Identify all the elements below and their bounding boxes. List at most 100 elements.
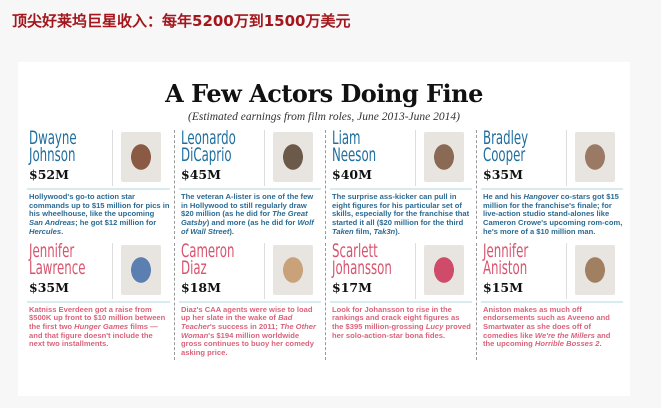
first-name: Jennifer — [29, 239, 75, 262]
desc-segment: Hercules — [29, 226, 62, 236]
actor-header: Dwayne Johnson $52M — [23, 127, 174, 186]
desc-segment: ; he got $12 million for — [75, 218, 157, 228]
actor-description: Diaz's CAA agents were wise to load up h… — [181, 304, 321, 358]
earnings: $15M — [483, 279, 523, 295]
actor-description: Aniston makes as much off endorsements s… — [483, 304, 623, 350]
desc-segment: Aniston makes as much off endorsements s… — [483, 304, 610, 340]
actor-header: Jennifer Aniston $15M — [477, 239, 627, 299]
actor-name: Liam Neeson — [332, 127, 413, 166]
separator — [566, 242, 567, 299]
actor-photo — [121, 244, 161, 295]
divider-line — [27, 300, 170, 303]
first-name: Scarlett — [332, 239, 378, 262]
actor-name: Bradley Cooper — [483, 129, 564, 166]
desc-segment: ) and more (as he did for — [206, 218, 298, 228]
desc-segment: Hangover — [523, 192, 559, 201]
actor-header: Liam Neeson $40M — [326, 127, 476, 186]
earnings: $18M — [181, 279, 221, 295]
actor-entry: Dwayne Johnson $52M Hollywood's go-to act… — [23, 127, 174, 239]
desc-segment: . — [599, 339, 602, 349]
desc-segment: We're the Millers — [534, 330, 595, 340]
desc-segment: The surprise ass-kicker can pull in eigh… — [332, 192, 470, 228]
actor-name: Leonardo DiCaprio — [181, 129, 262, 166]
last-name: Lawrence — [29, 256, 86, 279]
desc-segment: Hollywood's go-to action star commands u… — [29, 192, 170, 219]
article-card: A Few Actors Doing Fine (Estimated earni… — [18, 62, 630, 396]
actor-name: Jennifer Lawrence — [29, 239, 110, 279]
actor-entry: Scarlett Johansson $17M Look for Johansso… — [325, 239, 476, 360]
divider-line — [179, 188, 321, 190]
desc-segment: ). — [395, 226, 400, 236]
desc-segment: and the upcoming — [483, 330, 611, 349]
first-name: Liam — [332, 127, 361, 149]
desc-segment: film, — [353, 226, 374, 236]
desc-segment: Taken — [332, 226, 354, 236]
separator — [415, 242, 416, 299]
desc-segment: The Great Gatsby — [181, 209, 308, 228]
actor-description: Look for Johansson to rise in the rankin… — [332, 304, 472, 341]
divider-line — [330, 300, 472, 303]
separator — [264, 130, 265, 186]
separator — [264, 242, 265, 299]
actor-entry: Leonardo DiCaprio $45M The veteran A-list… — [174, 129, 325, 239]
actor-photo — [575, 244, 615, 295]
first-name: Jennifer — [483, 239, 529, 262]
actor-entry: Jennifer Aniston $15M Aniston makes as mu… — [476, 239, 627, 360]
actor-photo — [121, 132, 161, 182]
actor-entry: Jennifer Lawrence $35M Katniss Everdeen g… — [23, 239, 174, 360]
last-name: DiCaprio — [181, 144, 232, 166]
earnings: $40M — [332, 167, 372, 182]
actor-photo — [273, 132, 313, 182]
divider-line — [481, 188, 623, 190]
desc-segment: . — [61, 226, 64, 236]
article-title: A Few Actors Doing Fine — [165, 79, 483, 108]
desc-segment: The Other Woman — [181, 321, 316, 340]
actor-name: Jennifer Aniston — [483, 239, 564, 279]
desc-segment: Hunger Games — [74, 321, 129, 331]
separator — [566, 130, 567, 186]
desc-segment: 's success in 2011; — [209, 321, 281, 331]
separator — [112, 242, 113, 299]
actor-name: Dwayne Johnson — [29, 127, 110, 166]
actor-entry: Bradley Cooper $35M He and his Hangover c… — [476, 129, 627, 239]
desc-segment: The veteran A-lister is one of the few i… — [181, 192, 314, 219]
desc-segment: co-stars got $15 million for the franchi… — [483, 192, 623, 236]
actor-name: Cameron Diaz — [181, 239, 262, 279]
desc-segment: proved her solo-action-star bona fides. — [332, 321, 471, 340]
actor-photo — [424, 132, 464, 182]
desc-segment: Diaz's CAA agents were wise to load up h… — [181, 304, 313, 323]
actor-photo — [424, 244, 464, 295]
article-subtitle: (Estimated earnings from film roles, Jun… — [188, 111, 460, 123]
separator — [415, 130, 416, 186]
actor-header: Leonardo DiCaprio $45M — [175, 129, 325, 186]
desc-segment: Lucy — [425, 321, 444, 331]
earnings: $52M — [29, 167, 69, 182]
actor-description: The surprise ass-kicker can pull in eigh… — [332, 192, 472, 237]
last-name: Diaz — [181, 256, 207, 279]
divider-line — [330, 188, 472, 190]
first-name: Cameron — [181, 239, 235, 262]
first-name: Dwayne — [29, 127, 77, 149]
actor-entry: Liam Neeson $40M The surprise ass-kicker … — [325, 127, 476, 239]
actor-header: Scarlett Johansson $17M — [326, 239, 476, 299]
desc-segment: Look for Johansson to rise in the rankin… — [332, 304, 460, 331]
earnings: $35M — [483, 167, 523, 182]
last-name: Aniston — [483, 256, 528, 279]
last-name: Neeson — [332, 144, 377, 166]
desc-segment: Horrible Bosses 2 — [534, 339, 600, 349]
separator — [112, 130, 113, 186]
earnings: $45M — [181, 167, 221, 182]
actor-photo — [575, 132, 615, 182]
desc-segment: Tak3n — [373, 226, 396, 236]
last-name: Johnson — [29, 144, 76, 166]
desc-segment: Bad Teacher — [181, 313, 293, 331]
desc-segment: Katniss Everdeen got a raise from $500K … — [29, 304, 166, 331]
actor-description: The veteran A-lister is one of the few i… — [181, 192, 321, 237]
actor-header: Bradley Cooper $35M — [477, 129, 627, 186]
last-name: Cooper — [483, 144, 526, 166]
actor-description: Katniss Everdeen got a raise from $500K … — [29, 304, 170, 350]
desc-segment: 's $194 million worldwide gross continue… — [181, 330, 314, 358]
last-name: Johansson — [332, 256, 392, 279]
actor-header: Jennifer Lawrence $35M — [23, 239, 174, 299]
actor-entry: Cameron Diaz $18M Diaz's CAA agents were … — [174, 239, 325, 360]
